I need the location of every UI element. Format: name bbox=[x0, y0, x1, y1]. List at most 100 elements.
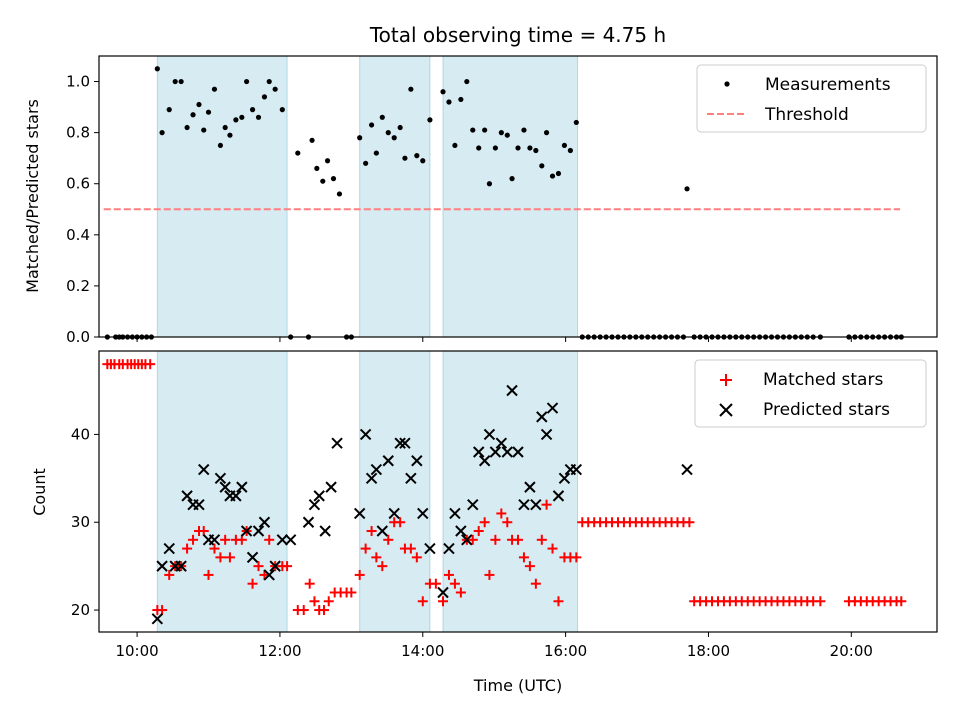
measurement-point bbox=[521, 127, 527, 133]
matched-star-point bbox=[371, 552, 382, 563]
matched-star-point bbox=[502, 517, 513, 528]
x-tick-label: 16:00 bbox=[544, 642, 587, 660]
measurement-point bbox=[470, 127, 476, 133]
measurement-point bbox=[498, 130, 504, 136]
measurement-point bbox=[222, 124, 228, 131]
y-tick-label: 0.0 bbox=[66, 328, 90, 346]
shaded-interval bbox=[156, 55, 288, 338]
predicted-star-point bbox=[353, 507, 366, 520]
measurement-point bbox=[205, 109, 212, 115]
shaded-interval bbox=[359, 350, 431, 633]
predicted-star-point bbox=[483, 428, 496, 441]
matched-star-point bbox=[524, 561, 535, 572]
matched-star-point bbox=[467, 534, 478, 545]
matched-star-point bbox=[430, 578, 441, 589]
predicted-star-point bbox=[163, 542, 175, 555]
predicted-star-point bbox=[156, 560, 168, 572]
matched-star-point bbox=[253, 561, 264, 572]
measurement-point bbox=[244, 78, 250, 85]
predicted-star-point bbox=[181, 490, 193, 502]
matched-star-point bbox=[553, 596, 564, 607]
predicted-star-point bbox=[501, 446, 513, 458]
predicted-star-point bbox=[193, 498, 205, 511]
matched-star-point bbox=[145, 359, 156, 370]
measurement-point bbox=[539, 163, 545, 169]
predicted-star-point bbox=[263, 569, 275, 581]
matched-star-point bbox=[354, 569, 365, 580]
measurement-point bbox=[166, 107, 172, 113]
measurement-point bbox=[330, 176, 337, 182]
measurement-point bbox=[482, 127, 488, 133]
predicted-star-point bbox=[552, 490, 565, 502]
matched-star-point bbox=[513, 534, 523, 545]
y-tick-label: 0.4 bbox=[66, 226, 90, 244]
x-tick-label: 20:00 bbox=[830, 642, 873, 660]
measurement-point bbox=[295, 150, 301, 156]
measurement-point bbox=[159, 130, 165, 136]
predicted-star-point bbox=[302, 516, 315, 528]
top-ylabel: Matched/Predicted stars bbox=[23, 99, 42, 293]
predicted-star-point bbox=[443, 542, 455, 555]
top-axes-frame bbox=[98, 55, 938, 338]
legend-measurements-marker bbox=[724, 81, 730, 87]
measurement-point bbox=[309, 137, 315, 143]
legend-predicted-label: Predicted stars bbox=[763, 400, 890, 420]
matched-star-point bbox=[209, 543, 220, 554]
measurement-point bbox=[363, 160, 369, 166]
x-tick-label: 18:00 bbox=[687, 642, 730, 660]
predicted-star-point bbox=[376, 525, 389, 537]
measurement-point bbox=[446, 99, 452, 105]
predicted-star-point bbox=[394, 437, 406, 449]
predicted-star-point bbox=[524, 481, 536, 493]
matched-star-point bbox=[182, 543, 193, 554]
measurement-point bbox=[573, 119, 579, 126]
matched-star-point bbox=[360, 543, 371, 554]
matched-star-point bbox=[323, 596, 334, 607]
y-tick-label: 40 bbox=[71, 425, 90, 443]
predicted-star-point bbox=[424, 542, 436, 555]
bottom-xlabel: Time (UTC) bbox=[473, 676, 562, 695]
matched-star-point bbox=[282, 561, 293, 572]
measurement-point bbox=[357, 135, 363, 141]
matched-star-point bbox=[247, 578, 258, 589]
predicted-star-point bbox=[417, 507, 429, 520]
shaded-interval bbox=[442, 55, 579, 338]
measurement-point bbox=[190, 112, 196, 118]
predicted-star-point bbox=[449, 507, 461, 520]
matched-star-point bbox=[318, 605, 329, 616]
measurement-point bbox=[440, 89, 446, 95]
predicted-star-point bbox=[681, 463, 693, 476]
measurement-point bbox=[549, 173, 556, 179]
measurement-point bbox=[397, 124, 403, 131]
predicted-star-point bbox=[461, 534, 473, 546]
matched-star-point bbox=[518, 552, 529, 563]
predicted-star-point bbox=[319, 525, 331, 537]
matched-star-point bbox=[417, 596, 428, 607]
predicted-star-point bbox=[313, 490, 325, 502]
predicted-star-point bbox=[365, 472, 378, 485]
measurement-point bbox=[408, 86, 414, 92]
legend-measurements-label: Measurements bbox=[765, 75, 891, 95]
predicted-star-point bbox=[473, 446, 485, 458]
matched-star-point bbox=[405, 543, 416, 554]
y-tick-label: 1.0 bbox=[66, 73, 90, 91]
predicted-star-point bbox=[175, 560, 187, 572]
bottom-axes-frame bbox=[98, 350, 938, 633]
predicted-star-point bbox=[489, 446, 502, 458]
measurement-point bbox=[561, 142, 568, 149]
matched-star-point bbox=[571, 552, 582, 563]
x-tick-label: 14:00 bbox=[401, 642, 444, 660]
predicted-star-point bbox=[284, 534, 297, 546]
matched-star-point bbox=[684, 517, 695, 528]
measurement-point bbox=[464, 78, 470, 85]
legend-predicted-marker bbox=[719, 403, 733, 417]
measurement-point bbox=[324, 158, 331, 164]
measurement-point bbox=[555, 170, 562, 177]
matched-star-point bbox=[188, 534, 199, 545]
predicted-star-point bbox=[495, 437, 508, 449]
predicted-star-point bbox=[214, 472, 227, 485]
measurement-point bbox=[509, 176, 515, 182]
predicted-star-point bbox=[258, 516, 271, 528]
predicted-star-point bbox=[437, 586, 449, 599]
predicted-star-point bbox=[325, 481, 337, 493]
